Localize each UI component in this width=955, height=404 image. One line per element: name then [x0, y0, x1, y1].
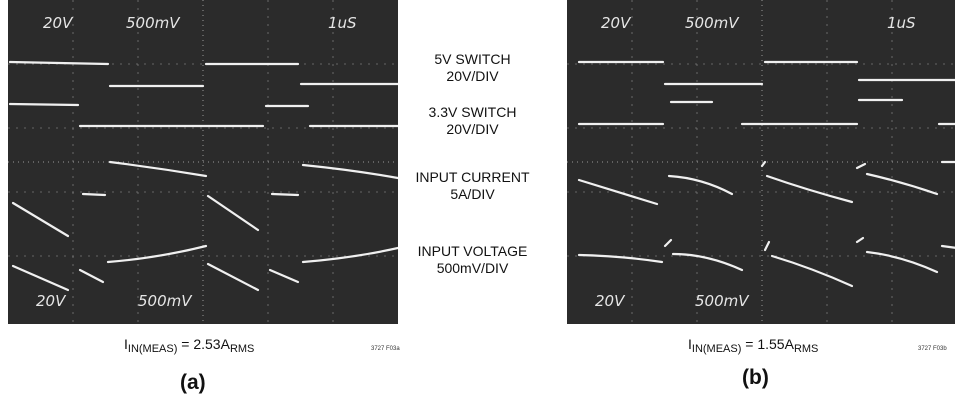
scope-a-readout-bottom-ch2: 500mV — [138, 292, 193, 310]
caption-a-subscript: IN(MEAS) — [127, 343, 178, 355]
legend-5v-switch: 5V SWITCH 20V/DIV — [400, 51, 545, 85]
oscilloscope-trace-a: 20V 500mV 1uS 20V 500mV — [8, 0, 398, 324]
scope-a-readout-ch1: 20V — [43, 14, 74, 32]
legend-input-voltage-scale: 500mV/DIV — [436, 260, 509, 276]
scope-b-readout-timebase: 1uS — [887, 14, 916, 32]
legend-input-current-name: INPUT CURRENT — [415, 169, 530, 185]
panel-label-a: (a) — [180, 371, 206, 394]
scope-a-readout-timebase: 1uS — [328, 14, 357, 32]
caption-a-symbol: I — [124, 336, 128, 352]
scope-b-readout-ch2: 500mV — [685, 14, 740, 32]
figure-code-a: 3727 F03a — [371, 346, 400, 352]
legend-3v3-switch-name: 3.3V SWITCH — [428, 104, 517, 120]
caption-a: IIN(MEAS) = 2.53ARMS — [124, 336, 254, 355]
caption-b-symbol: I — [688, 336, 692, 352]
legend-3v3-switch: 3.3V SWITCH 20V/DIV — [400, 104, 545, 138]
caption-a-value: = 2.53A — [177, 336, 230, 352]
legend-input-voltage-name: INPUT VOLTAGE — [417, 243, 528, 259]
scope-a-readout-bottom-ch1: 20V — [36, 292, 67, 310]
panel-label-b: (b) — [742, 366, 769, 389]
scope-b-readout-bottom-ch1: 20V — [595, 292, 626, 310]
oscilloscope-trace-b: 20V 500mV 1uS 20V 500mV — [567, 0, 955, 324]
caption-b-unit-subscript: RMS — [793, 343, 819, 355]
legend-3v3-switch-scale: 20V/DIV — [446, 121, 499, 137]
legend-input-current-scale: 5A/DIV — [450, 186, 495, 202]
legend-input-current: INPUT CURRENT 5A/DIV — [400, 169, 545, 203]
scope-b-readout-ch1: 20V — [601, 14, 632, 32]
scope-b-readout-bottom-ch2: 500mV — [695, 292, 750, 310]
caption-b: IIN(MEAS) = 1.55ARMS — [688, 336, 818, 355]
caption-b-subscript: IN(MEAS) — [691, 343, 742, 355]
legend-5v-switch-scale: 20V/DIV — [446, 68, 499, 84]
caption-a-unit-subscript: RMS — [229, 343, 255, 355]
figure-code-b: 3727 F03b — [918, 346, 947, 352]
caption-b-value: = 1.55A — [741, 336, 794, 352]
scope-a-screen: 20V 500mV 1uS 20V 500mV — [8, 0, 398, 324]
legend-5v-switch-name: 5V SWITCH — [434, 51, 511, 67]
scope-a-readout-ch2: 500mV — [126, 14, 181, 32]
legend-input-voltage: INPUT VOLTAGE 500mV/DIV — [400, 243, 545, 277]
scope-b-screen: 20V 500mV 1uS 20V 500mV — [567, 0, 955, 324]
